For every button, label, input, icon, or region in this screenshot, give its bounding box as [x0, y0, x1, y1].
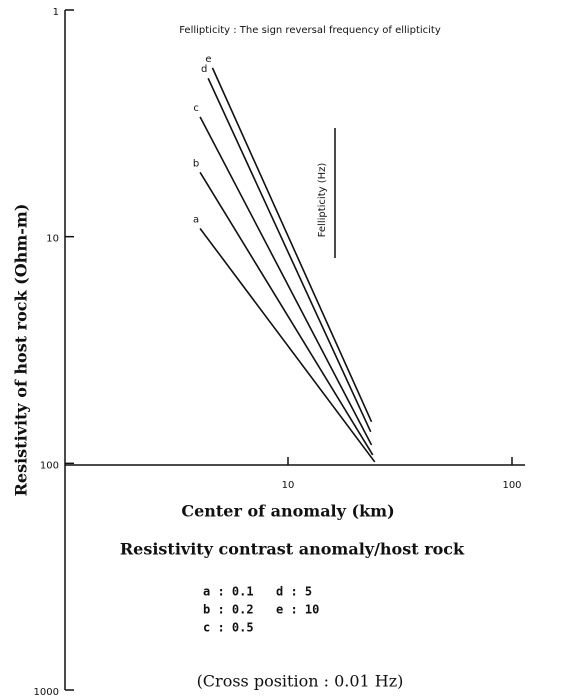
line-label: d	[201, 64, 207, 75]
line-label: a	[193, 214, 199, 225]
legend-entry: a : 0.1	[203, 585, 254, 599]
data-line	[207, 77, 372, 433]
y-axis-label: Resistivity of host rock (Ohm-m)	[12, 204, 31, 497]
data-line	[199, 227, 376, 463]
legend-entry: e : 10	[276, 603, 319, 617]
x-tick-label: 100	[502, 480, 521, 491]
line-label: b	[193, 158, 199, 169]
y-tick-label: 100	[40, 460, 59, 471]
chart-title: Fellipticity : The sign reversal frequen…	[179, 25, 441, 36]
annotation: Fellipticity (Hz)	[317, 163, 328, 238]
line-label: e	[205, 54, 211, 65]
footnote: (Cross position : 0.01 Hz)	[197, 672, 404, 691]
y-tick-label: 1	[53, 7, 59, 18]
legend-entry: d : 5	[276, 585, 312, 599]
x-axis-label: Center of anomaly (km)	[181, 502, 394, 521]
legend-entry: c : 0.5	[203, 621, 254, 635]
line-label: c	[193, 103, 199, 114]
x-tick-label: 10	[282, 480, 295, 491]
legend-title: Resistivity contrast anomaly/host rock	[120, 540, 465, 559]
data-line	[211, 67, 373, 423]
data-line	[199, 116, 373, 446]
legend-entry: b : 0.2	[203, 603, 254, 617]
data-line	[199, 171, 374, 456]
y-tick-label: 1000	[34, 687, 59, 698]
y-tick-label: 10	[46, 234, 59, 245]
